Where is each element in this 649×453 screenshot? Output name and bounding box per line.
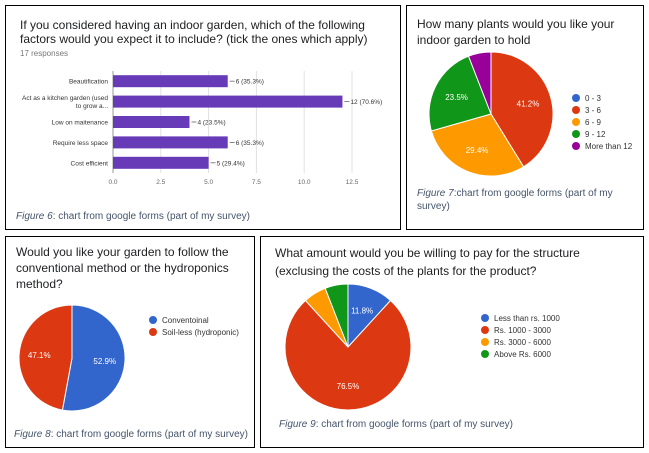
legend-swatch <box>481 350 489 358</box>
figure-7-caption: Figure 7:chart from google forms (part o… <box>417 187 637 213</box>
legend-swatch <box>481 314 489 322</box>
legend-item-above-rs-6000: Above Rs. 6000 <box>481 348 560 360</box>
legend-item-conventoinal: Conventoinal <box>149 314 239 326</box>
slice-label: 23.5% <box>445 93 468 102</box>
bar-require-less-space <box>113 136 228 149</box>
x-tick-label: 10.0 <box>298 179 311 186</box>
legend-item-6-9: 6 - 9 <box>572 116 632 128</box>
data-label: 6 (35.3%) <box>236 79 264 86</box>
legend-label: More than 12 <box>585 141 633 151</box>
plants-legend: 0 - 3 3 - 6 6 - 9 9 - 12 More than 12 <box>572 92 632 152</box>
x-tick-label: 0.0 <box>108 179 117 186</box>
legend-swatch <box>149 316 157 324</box>
category-label: Require less space <box>53 140 109 147</box>
legend-label: Rs. 1000 - 3000 <box>494 325 551 335</box>
slice-more-than-12 <box>467 51 492 115</box>
figure-6-label: Figure 6 <box>16 211 53 222</box>
figure-6-text: : chart from google forms (part of my su… <box>52 211 250 222</box>
legend-label: Above Rs. 6000 <box>494 349 551 359</box>
slice-above-rs-6000 <box>324 283 349 348</box>
legend-swatch <box>572 130 580 138</box>
slice-rs-1000-3000 <box>284 299 412 411</box>
legend-swatch <box>481 326 489 334</box>
legend-swatch <box>481 338 489 346</box>
figure-7-label: Figure 7 <box>417 188 454 199</box>
legend-label: Soil-less (hydroponic) <box>162 327 239 337</box>
method-pie-chart: 52.9% 47.1% <box>18 304 126 412</box>
x-tick-label: 2.5 <box>156 179 165 186</box>
figure-7-text: :chart from google forms (part of my sur… <box>417 188 613 212</box>
legend-label: Conventoinal <box>162 315 209 325</box>
legend-swatch <box>149 328 157 336</box>
figure-9-label: Figure 9 <box>279 419 316 430</box>
slice-conventoinal <box>61 304 126 412</box>
legend-item-9-12: 9 - 12 <box>572 128 632 140</box>
legend-item-more-than-12: More than 12 <box>572 140 632 152</box>
category-label: Cost efficient <box>71 160 109 167</box>
x-tick-label: 12.5 <box>346 179 359 186</box>
legend-item-0-3: 0 - 3 <box>572 92 632 104</box>
legend-item-less-than-rs-1000: Less than rs. 1000 <box>481 312 560 324</box>
price-pie-chart: 11.8% 76.5% <box>284 283 412 411</box>
factors-chart-panel: If you considered having an indoor garde… <box>5 5 401 230</box>
legend-item-rs-3000-6000: Rs. 3000 - 6000 <box>481 336 560 348</box>
legend-swatch <box>572 118 580 126</box>
slice-6-9 <box>430 113 525 177</box>
legend-item-3-6: 3 - 6 <box>572 104 632 116</box>
plants-chart-panel: How many plants would you like your indo… <box>406 5 644 230</box>
slice-soil-less-hydroponic <box>18 304 73 411</box>
legend-swatch <box>572 106 580 114</box>
category-label: Act as a kitchen garden (used <box>22 95 108 102</box>
legend-item-soil-less-hydroponic: Soil-less (hydroponic) <box>149 326 239 338</box>
bar-act-as-a-kitchen-garden-used-to-grow-a <box>113 95 343 108</box>
slice-label: 11.8% <box>351 307 373 316</box>
factors-chart-title: If you considered having an indoor garde… <box>20 18 368 46</box>
data-label: 4 (23.5%) <box>197 120 225 127</box>
figure-8-text: : chart from google forms (part of my su… <box>50 429 248 440</box>
legend-label: 9 - 12 <box>585 129 606 139</box>
plants-chart-title: How many plants would you like your indo… <box>417 17 615 47</box>
legend-swatch <box>572 142 580 150</box>
method-chart-title: Would you like your garden to follow the… <box>16 245 229 291</box>
plants-pie-chart: 41.2% 29.4% 23.5% <box>428 51 554 177</box>
price-chart-panel: What amount would you be willing to pay … <box>260 236 644 448</box>
figure-9-caption: Figure 9: chart from google forms (part … <box>279 418 513 431</box>
bar-beautification <box>113 75 228 88</box>
slice-label: 41.2% <box>517 100 540 109</box>
price-chart-title: What amount would you be willing to pay … <box>275 246 580 278</box>
slice-3-6 <box>490 51 554 168</box>
slice-label: 76.5% <box>337 382 360 391</box>
x-tick-label: 5.0 <box>204 179 213 186</box>
x-tick-label: 7.5 <box>252 179 261 186</box>
category-label: Low on maitenance <box>52 120 109 127</box>
figure-6-caption: Figure 6: chart from google forms (part … <box>16 210 250 223</box>
category-label: to grow a... <box>76 103 108 110</box>
legend-swatch <box>572 94 580 102</box>
data-label: 5 (29.4%) <box>217 160 245 167</box>
method-legend: Conventoinal Soil-less (hydroponic) <box>149 314 239 338</box>
legend-label: 3 - 6 <box>585 105 602 115</box>
slice-label: 29.4% <box>466 146 489 155</box>
data-label: 12 (70.6%) <box>350 99 382 106</box>
slice-label: 47.1% <box>28 351 51 360</box>
legend-label: 6 - 9 <box>585 117 602 127</box>
category-label: Beautification <box>69 79 108 86</box>
legend-label: Less than rs. 1000 <box>494 313 560 323</box>
figure-8-caption: Figure 8: chart from google forms (part … <box>14 428 248 441</box>
figure-9-text: : chart from google forms (part of my su… <box>315 419 513 430</box>
price-legend: Less than rs. 1000 Rs. 1000 - 3000 Rs. 300… <box>481 312 560 360</box>
data-label: 6 (35.3%) <box>236 140 264 147</box>
responses-count: 17 responses <box>20 49 69 58</box>
figure-8-label: Figure 8 <box>14 429 51 440</box>
legend-label: Rs. 3000 - 6000 <box>494 337 551 347</box>
bar-low-on-maitenance <box>113 116 190 128</box>
method-chart-panel: Would you like your garden to follow the… <box>5 236 255 448</box>
legend-item-rs-1000-3000: Rs. 1000 - 3000 <box>481 324 560 336</box>
slice-label: 52.9% <box>93 357 116 366</box>
legend-label: 0 - 3 <box>585 93 602 103</box>
bar-cost-efficient <box>113 156 209 169</box>
factors-bar-chart: 0.0 2.5 5.0 7.5 10.0 12.5 Beautification 6 (35.… <box>22 71 382 186</box>
